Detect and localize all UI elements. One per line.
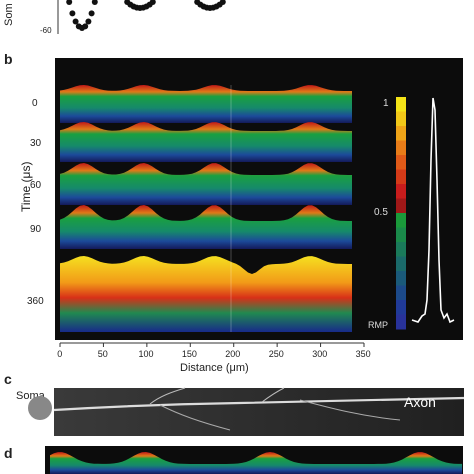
colorbar-segment	[396, 155, 406, 170]
colorbar-segment	[396, 285, 406, 301]
trace-point	[72, 18, 79, 25]
heatmap-row-3	[60, 205, 352, 249]
panel-a-y-tick: -60	[40, 26, 52, 35]
colorbar-segment	[396, 227, 406, 243]
colorbar-segment	[396, 169, 406, 185]
heatmap-row-0	[60, 85, 352, 123]
panel-c-label: c	[4, 371, 12, 387]
panel-a-trace	[66, 0, 226, 31]
heatmap-row-4	[60, 256, 352, 332]
trace-point	[88, 10, 95, 17]
axon-label: Axon	[404, 394, 436, 410]
colorbar-segment	[396, 140, 406, 156]
trace-point	[85, 18, 92, 25]
time-tick: 90	[30, 224, 42, 235]
axon-branch	[299, 399, 401, 421]
colorbar-segment	[396, 256, 406, 272]
colorbar-segment	[396, 271, 406, 286]
panel-a: Som -60	[3, 0, 226, 35]
distance-tick-label: 300	[312, 349, 327, 359]
colorbar-segment	[396, 111, 406, 127]
time-tick: 60	[30, 180, 42, 191]
heatmap-row-2	[60, 163, 352, 205]
axon-branch	[149, 387, 186, 405]
distance-tick-label: 350	[356, 349, 371, 359]
trace-point	[82, 23, 89, 30]
time-tick: 360	[27, 296, 44, 307]
action-potential-trace	[411, 97, 455, 324]
trace-point	[149, 0, 156, 5]
time-tick: 0	[32, 98, 38, 109]
colorbar-segment	[396, 242, 406, 257]
time-tick: 30	[30, 138, 42, 149]
trace-point	[219, 0, 226, 5]
panel-c: c Soma Axon	[4, 371, 465, 436]
axon-branch	[261, 387, 285, 403]
panel-b: b 1 0.5 RMP Time (μs) 0 30 60 90 360 0 50…	[4, 51, 463, 374]
axon-image	[54, 388, 464, 436]
colorbar-segment	[396, 126, 406, 141]
time-axis-label: Time (μs)	[19, 162, 33, 212]
colorbar-tick-max: 1	[383, 98, 389, 109]
panel-a-y-label: Som	[3, 3, 15, 26]
colorbar-segment	[396, 97, 406, 112]
panel-b-label: b	[4, 51, 13, 67]
distance-tick-label: 100	[139, 349, 154, 359]
heatmap-rows	[60, 85, 352, 332]
distance-tick-label: 250	[269, 349, 284, 359]
colorbar-segment	[396, 300, 406, 315]
distance-axis-label: Distance (μm)	[180, 362, 249, 374]
colorbar-tick-mid: 0.5	[374, 207, 388, 218]
distance-tick-label: 150	[182, 349, 197, 359]
panel-d: d	[4, 445, 463, 474]
colorbar-segment	[396, 314, 406, 330]
colorbar-segment	[396, 184, 406, 199]
colorbar-tick-min: RMP	[368, 320, 388, 330]
distance-tick-label: 50	[98, 349, 108, 359]
heatmap-row-1	[60, 122, 352, 162]
distance-axis: 0 50 100 150 200 250 300 350	[57, 342, 371, 359]
trace-point	[91, 0, 98, 5]
axon-branch	[159, 404, 231, 431]
distance-tick-label: 200	[225, 349, 240, 359]
panel-d-row	[50, 452, 462, 474]
axon-process	[53, 396, 465, 412]
soma-circle	[28, 396, 52, 420]
trace-point	[69, 10, 76, 17]
trace-point	[66, 0, 73, 5]
colorbar-segment	[396, 213, 406, 228]
panel-d-label: d	[4, 445, 13, 461]
distance-tick-label: 0	[57, 349, 62, 359]
colorbar-segment	[396, 198, 406, 214]
